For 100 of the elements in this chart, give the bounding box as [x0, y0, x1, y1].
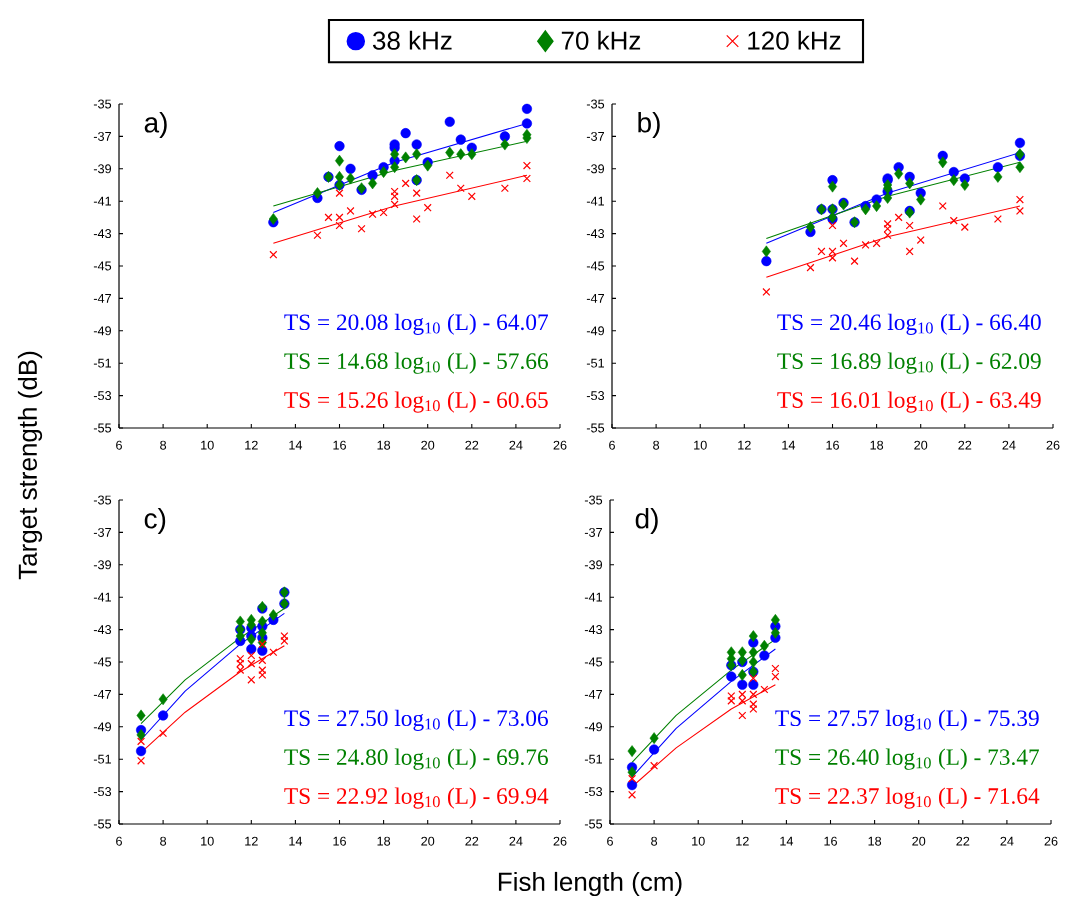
y-tick-label: -39	[584, 560, 603, 570]
x-tick-label: 8	[160, 440, 167, 450]
x-tick-label: 18	[377, 440, 391, 450]
y-tick-label: -43	[584, 625, 603, 635]
chart-title: c)	[144, 508, 166, 535]
x-tick-label: 20	[421, 836, 435, 846]
y-tick-label: -51	[93, 358, 111, 368]
y-tick-label: -39	[93, 164, 112, 174]
x-tick-label: 24	[1000, 836, 1014, 846]
y-tick-label: -41	[584, 592, 602, 602]
x-tick-label: 16	[824, 836, 837, 846]
x-tick-label: 24	[509, 440, 523, 450]
y-tick-label: -45	[93, 261, 112, 271]
x-tick-label: 14	[782, 440, 796, 450]
y-tick-label: -49	[584, 722, 603, 732]
y-tick-label: -35	[584, 495, 603, 505]
x-tick-label: 16	[333, 440, 346, 450]
y-tick-label: -35	[586, 99, 605, 109]
y-tick-label: -49	[93, 722, 112, 732]
x-tick-label: 22	[956, 836, 970, 846]
x-tick-label: 18	[377, 836, 391, 846]
x-tick-label: 24	[509, 836, 523, 846]
y-tick-label: -49	[586, 326, 605, 336]
y-tick-label: -45	[93, 657, 112, 667]
y-tick-label: -55	[586, 423, 605, 433]
x-tick-label: 20	[914, 440, 928, 450]
y-tick-label: -41	[586, 196, 604, 206]
x-tick-label: 10	[201, 836, 214, 846]
x-tick-label: 26	[1044, 836, 1058, 846]
annotation: TS = 22.37 log$_{10}$ (L) - 71.64	[775, 787, 1040, 809]
y-tick-label: -43	[586, 229, 605, 239]
x-tick-label: 6	[116, 440, 122, 450]
annotation: TS = 27.50 log$_{10}$ (L) - 73.06	[284, 709, 548, 731]
y-tick-label: -35	[93, 495, 112, 505]
y-tick-label: -41	[93, 196, 111, 206]
y-tick-label: -53	[586, 391, 605, 401]
y-tick-label: -47	[584, 690, 602, 699]
x-tick-label: 10	[694, 440, 707, 450]
x-tick-label: 8	[653, 440, 660, 450]
x-tick-label: 22	[465, 440, 479, 450]
annotation: TS = 15.26 log$_{10}$ (L) - 60.65	[284, 391, 548, 413]
x-tick-label: 20	[421, 440, 435, 450]
x-tick-label: 22	[958, 440, 972, 450]
y-tick-label: -37	[93, 527, 111, 537]
y-tick-label: -37	[586, 131, 604, 141]
y-tick-label: -55	[93, 423, 112, 433]
y-tick-label: -35	[93, 99, 112, 109]
x-tick-label: 16	[826, 440, 839, 450]
x-tick-label: 12	[245, 836, 258, 846]
y-tick-label: -51	[584, 754, 602, 764]
x-tick-label: 12	[738, 440, 751, 450]
x-tick-label: 12	[736, 836, 749, 846]
annotation: TS = 22.92 log$_{10}$ (L) - 69.94	[284, 787, 549, 809]
legend-label: 38 kHz	[372, 30, 452, 50]
y-tick-label: -47	[93, 690, 111, 699]
x-tick-label: 10	[692, 836, 705, 846]
chart-title: b)	[638, 112, 660, 139]
x-tick-label: 18	[870, 440, 884, 450]
y-tick-label: -45	[586, 261, 605, 271]
y-tick-label: -39	[586, 164, 605, 174]
y-axis-title: Target strength (dB)	[17, 351, 43, 580]
chart-title: d)	[635, 508, 658, 535]
x-tick-label: 26	[553, 836, 567, 846]
annotation: TS = 27.57 log$_{10}$ (L) - 75.39	[775, 709, 1039, 731]
chart-title: a)	[144, 112, 167, 139]
x-tick-label: 14	[289, 440, 303, 450]
x-tick-label: 16	[333, 836, 346, 846]
x-tick-label: 10	[201, 440, 214, 450]
y-tick-label: -55	[93, 819, 112, 829]
x-tick-label: 14	[289, 836, 303, 846]
x-tick-label: 14	[780, 836, 794, 846]
annotation: TS = 26.40 log$_{10}$ (L) - 73.47	[775, 748, 1039, 770]
y-tick-label: -45	[584, 657, 603, 667]
x-tick-label: 6	[116, 836, 122, 846]
x-tick-label: 22	[465, 836, 479, 846]
y-tick-label: -51	[586, 358, 604, 368]
y-tick-label: -55	[584, 819, 603, 829]
annotation: TS = 20.08 log$_{10}$ (L) - 64.07	[284, 313, 548, 335]
x-tick-label: 12	[245, 440, 258, 450]
x-tick-label: 8	[651, 836, 658, 846]
legend-label: 70 kHz	[561, 30, 641, 50]
y-tick-label: -43	[93, 625, 112, 635]
annotation: TS = 14.68 log$_{10}$ (L) - 57.66	[284, 352, 548, 374]
x-tick-label: 18	[868, 836, 882, 846]
x-tick-label: 6	[609, 440, 615, 450]
x-tick-label: 24	[1002, 440, 1016, 450]
y-tick-label: -37	[584, 527, 602, 537]
annotation: TS = 16.01 log$_{10}$ (L) - 63.49	[777, 391, 1041, 413]
y-tick-label: -53	[93, 391, 112, 401]
annotation: TS = 16.89 log$_{10}$ (L) - 62.09	[777, 352, 1041, 374]
y-tick-label: -37	[93, 131, 111, 141]
y-tick-label: -49	[93, 326, 112, 336]
annotation: TS = 20.46 log$_{10}$ (L) - 66.40	[777, 313, 1041, 335]
x-tick-label: 20	[912, 836, 926, 846]
x-tick-label: 26	[1046, 440, 1060, 450]
y-tick-label: -53	[93, 787, 112, 797]
x-tick-label: 26	[553, 440, 567, 450]
x-tick-label: 6	[607, 836, 613, 846]
annotation: TS = 24.80 log$_{10}$ (L) - 69.76	[284, 748, 548, 770]
legend-label: 120 kHz	[748, 30, 841, 50]
